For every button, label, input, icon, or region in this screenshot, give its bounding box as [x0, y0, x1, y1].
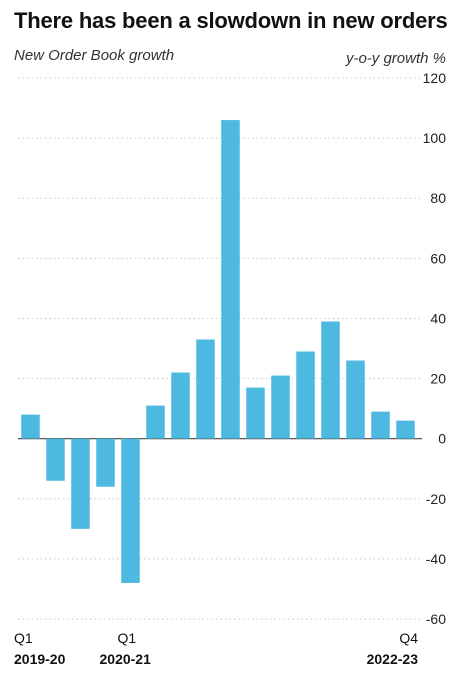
- bar: [121, 438, 140, 583]
- y-tick-label: -40: [426, 551, 446, 567]
- bar: [96, 438, 115, 487]
- bar: [146, 405, 165, 439]
- bar: [171, 372, 190, 439]
- bar: [71, 438, 90, 529]
- bar: [271, 375, 290, 439]
- x-tick-year-label: 2020-21: [100, 651, 152, 667]
- bar: [296, 351, 315, 439]
- y-tick-label: -20: [426, 491, 446, 507]
- x-tick-quarter-label: Q1: [118, 630, 137, 646]
- gridlines: [18, 77, 422, 620]
- bar: [21, 414, 40, 439]
- y-tick-label: 100: [423, 130, 447, 146]
- y-tick-label: -60: [426, 611, 446, 627]
- bar: [46, 438, 65, 481]
- bar-series: [21, 120, 415, 583]
- bar: [196, 339, 215, 439]
- y-tick-label: 120: [423, 70, 447, 86]
- chart-title: There has been a slowdown in new orders: [14, 8, 448, 33]
- y-tick-label: 40: [430, 310, 446, 326]
- x-tick-year-label: 2022-23: [367, 651, 419, 667]
- bar: [396, 420, 415, 439]
- bar: [221, 120, 240, 439]
- x-tick-year-label: 2019-20: [14, 651, 66, 667]
- bar: [346, 360, 365, 439]
- bar: [321, 321, 340, 439]
- y-tick-label: 60: [430, 250, 446, 266]
- x-tick-quarter-label: Q4: [399, 630, 418, 646]
- y-axis-ticks: 120 100 80 60 40 20 0 -20 -40 -60: [423, 70, 447, 627]
- bar: [371, 411, 390, 439]
- y-tick-label: 20: [430, 371, 446, 387]
- x-tick-quarter-label: Q1: [14, 630, 33, 646]
- chart-subtitle: New Order Book growth: [14, 47, 175, 64]
- y-tick-label: 80: [430, 190, 446, 206]
- y-axis-unit-label: y-o-y growth %: [345, 50, 446, 67]
- bar: [246, 387, 265, 439]
- y-tick-label: 0: [438, 431, 446, 447]
- x-axis-labels: Q1 2019-20 Q1 2020-21 Q4 2022-23: [14, 630, 418, 667]
